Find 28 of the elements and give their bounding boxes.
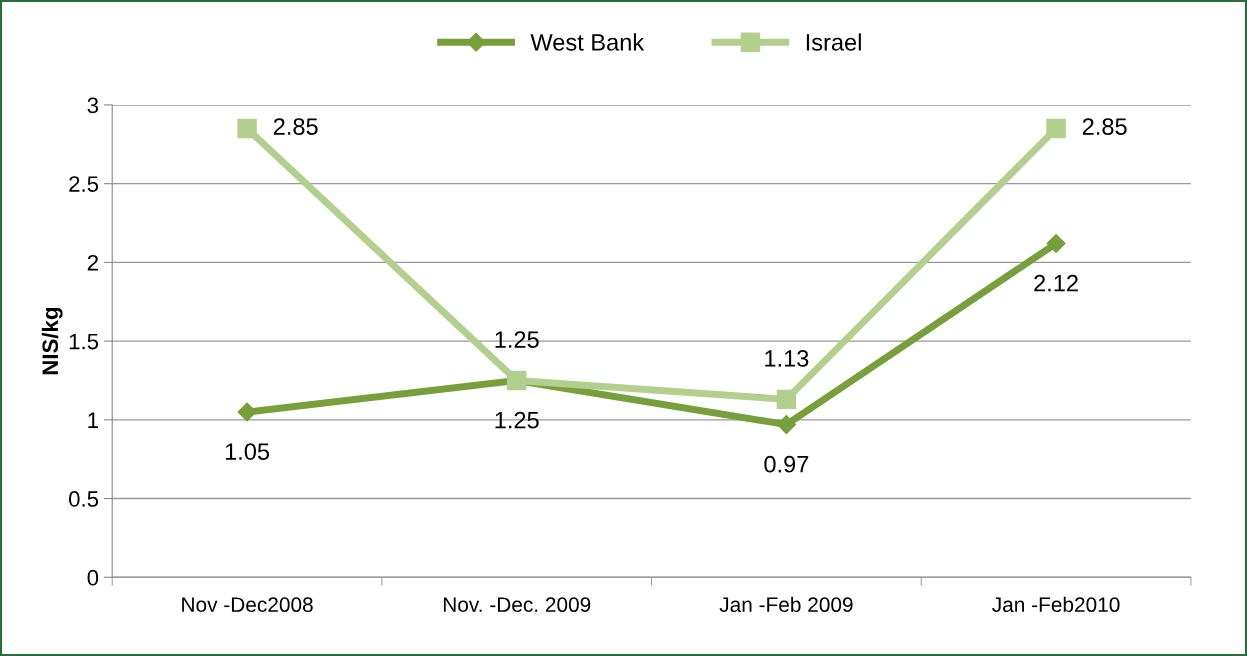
data-label: 1.25 <box>495 331 539 348</box>
point <box>1046 118 1066 139</box>
x-tick-label: Nov -Dec2008 <box>182 597 313 613</box>
y-tick-label: 3 <box>87 97 99 114</box>
x-tick-label: Nov. -Dec. 2009 <box>443 597 591 613</box>
y-axis-title: NIS/kg <box>41 308 63 375</box>
y-tick-label: 0.5 <box>69 491 99 507</box>
data-label: 1.25 <box>495 411 539 429</box>
x-tick-label: Jan -Feb 2009 <box>719 596 853 613</box>
point <box>776 415 796 435</box>
data-label: 2.12 <box>1034 274 1078 292</box>
y-tick-label: 1.5 <box>69 333 99 350</box>
data-label: 1.13 <box>765 350 809 367</box>
y-tick-label: 0 <box>87 569 99 586</box>
point <box>776 389 797 410</box>
data-label: 0.97 <box>764 455 809 473</box>
data-label: 2.85 <box>1082 118 1127 135</box>
y-tick-label: 1 <box>88 412 98 428</box>
data-label: 2.85 <box>273 118 318 135</box>
data-label: 1.05 <box>225 443 270 460</box>
point <box>1046 233 1066 254</box>
legend-label: West Bank <box>530 33 645 51</box>
legend-label: Israel <box>806 33 861 51</box>
point <box>237 402 257 422</box>
x-tick-label: Jan -Feb2010 <box>992 596 1120 613</box>
point <box>237 118 257 139</box>
y-tick-label: 2 <box>87 254 98 271</box>
y-tick-label: 2.5 <box>69 176 99 192</box>
